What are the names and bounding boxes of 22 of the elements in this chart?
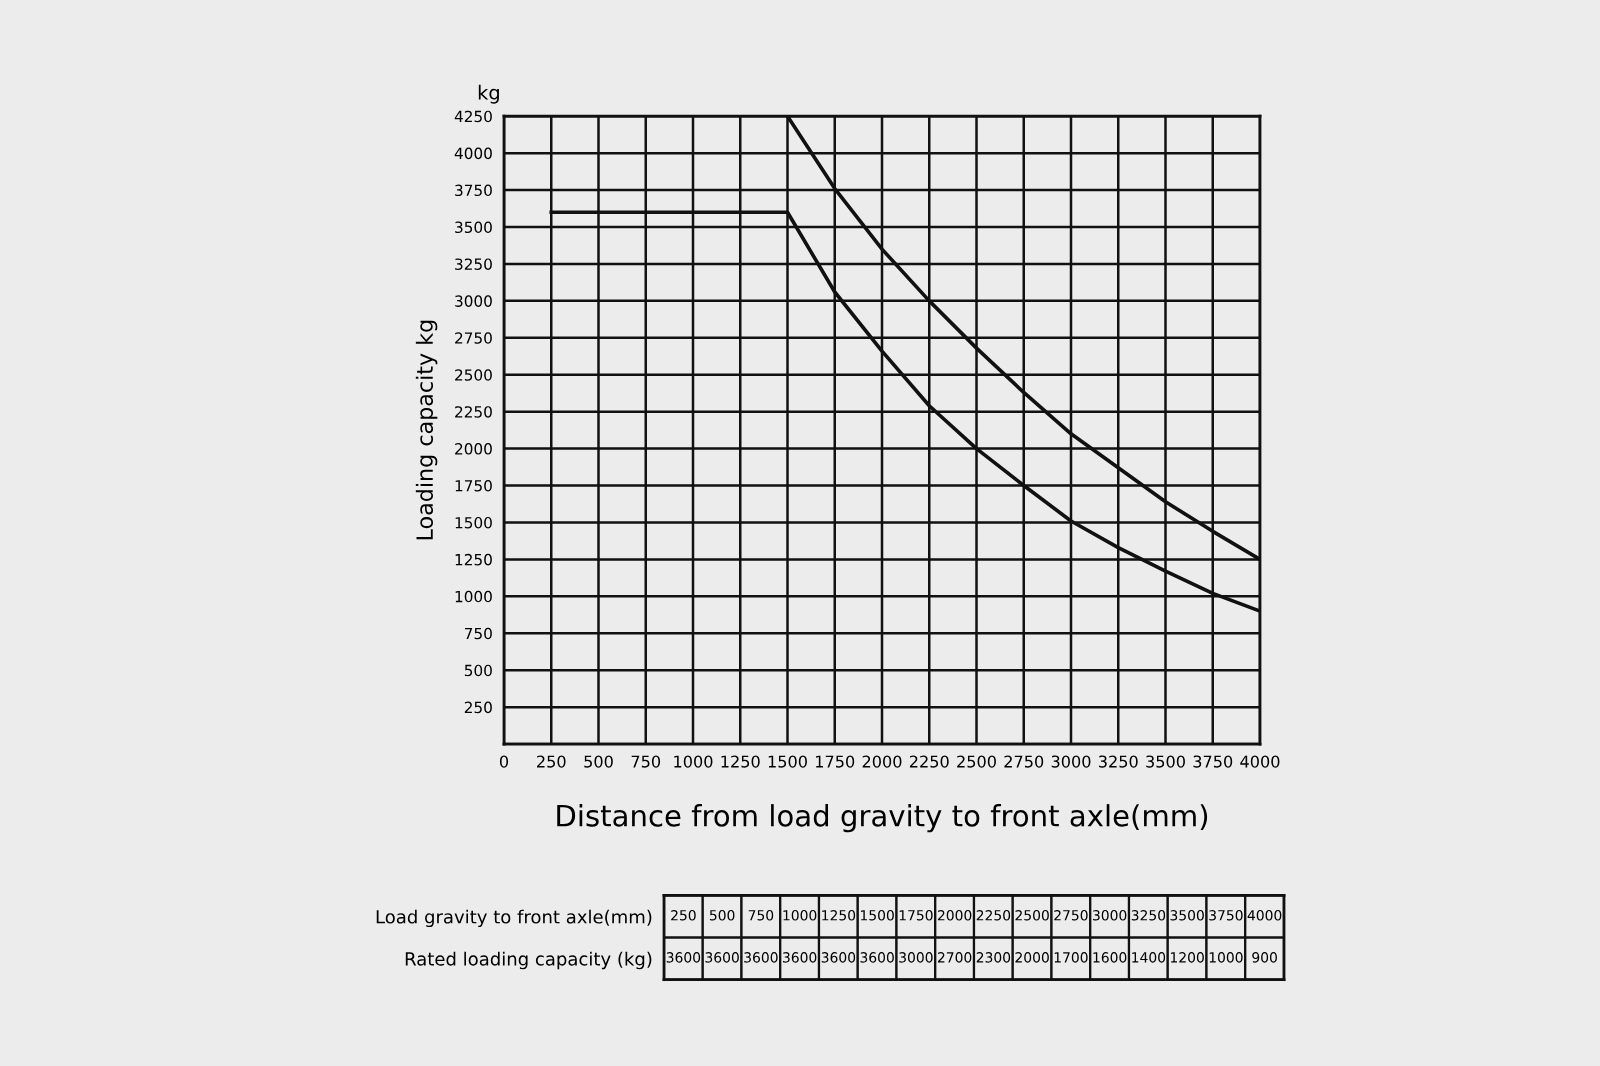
x-tick-label: 3750	[1193, 755, 1233, 768]
x-tick-label: 2250	[909, 755, 949, 768]
x-tick-label: 1250	[721, 755, 760, 768]
x-tick-label: 3250	[1098, 755, 1138, 768]
x-tick-label: 4000	[1240, 755, 1280, 768]
x-tick-label: 2750	[1004, 755, 1044, 768]
x-tick-label: 1750	[816, 755, 855, 768]
x-tick-label: 2500	[957, 755, 996, 768]
x-tick-label: 250	[537, 755, 566, 768]
x-axis-title: Distance from load gravity to front axle(mm)	[557, 804, 1208, 833]
y-axis-title: Loading capacity kg	[415, 320, 438, 540]
x-tick-label: 500	[584, 755, 613, 768]
y-tick-label: Rated loading capacity (kg)	[405, 951, 652, 970]
x-tick-label: 1000	[674, 755, 713, 768]
x-tick-label: 1500	[768, 755, 807, 768]
x-tick-label: 0	[499, 755, 509, 768]
x-tick-label: 3000	[1051, 755, 1091, 768]
text: kg	[478, 84, 499, 104]
y-tick-label: Load gravity to front axle(mm)	[376, 909, 652, 928]
x-tick-label: 3500	[1146, 755, 1185, 768]
x-tick-label: 2000	[862, 755, 902, 768]
x-tick-label: 750	[631, 755, 661, 768]
